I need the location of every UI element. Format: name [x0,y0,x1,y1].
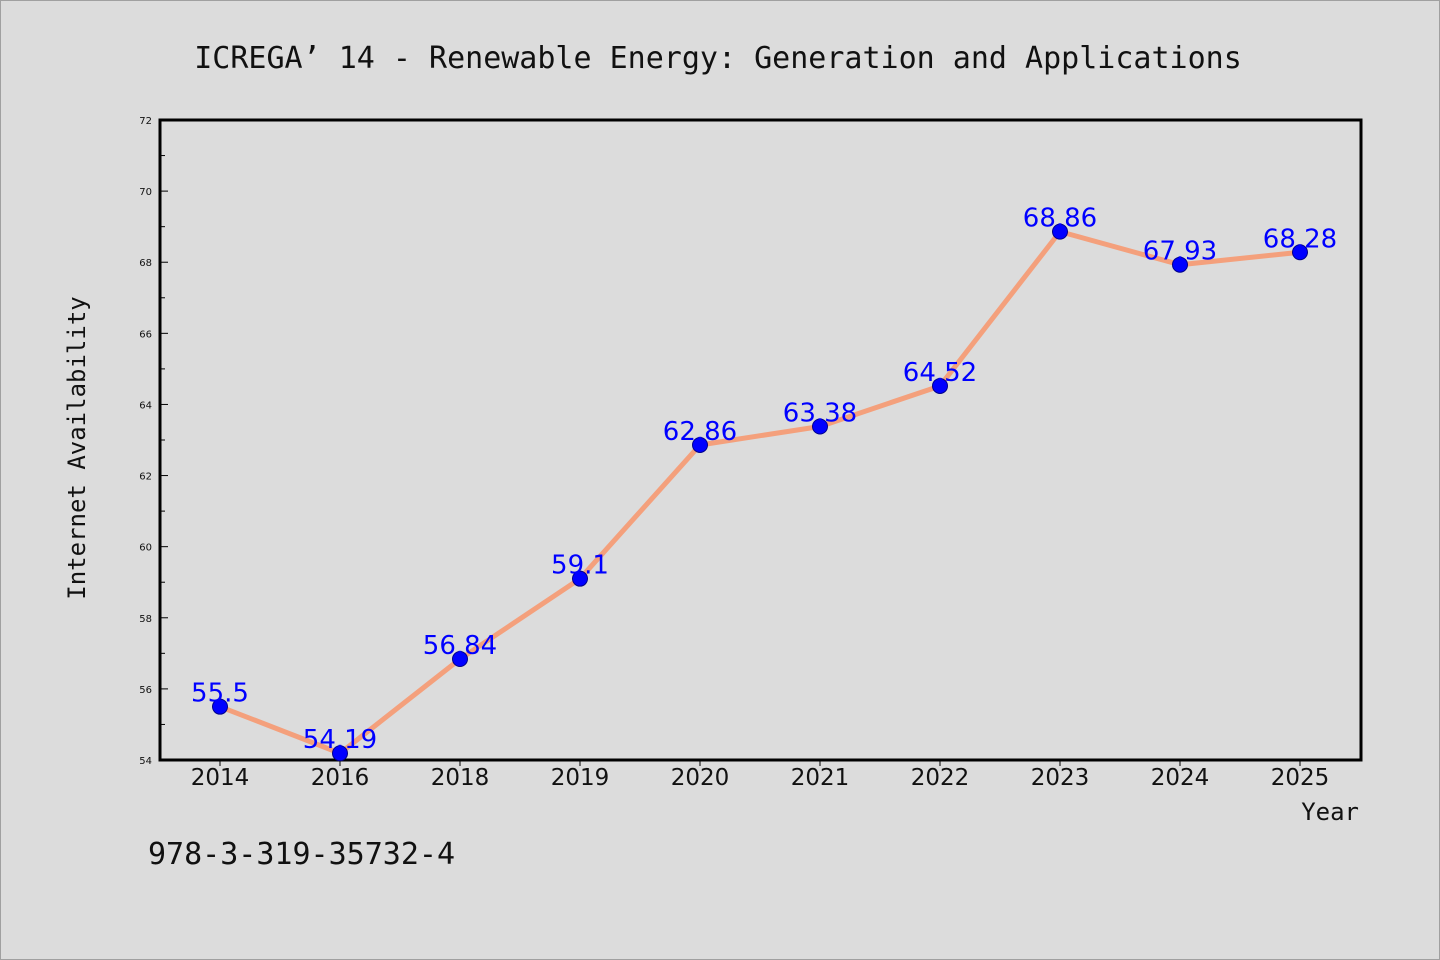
data-point [572,570,588,587]
series-polyline [217,229,1303,756]
data-point [212,698,228,715]
y-tick-label: 60 [139,543,152,554]
y-tick-label: 66 [139,329,152,340]
isbn-caption: 978-3-319-35732-4 [148,837,455,872]
y-tick-label: 72 [139,116,152,127]
data-label: 56.84 [423,631,497,661]
data-label: 62.86 [663,417,737,447]
data-point [1172,256,1188,273]
y-axis-label: Internet Availability [63,296,91,599]
data-label: 68.86 [1023,204,1097,234]
x-tick-label: 2025 [1271,765,1330,791]
data-label: 54.19 [303,725,377,755]
data-label: 63.38 [783,398,857,428]
x-tick-label: 2021 [791,765,850,791]
x-tick-label: 2024 [1151,765,1210,791]
data-label: 55.5 [191,679,249,709]
x-tick-label: 2020 [671,765,730,791]
y-tick-label: 56 [139,685,152,696]
data-label: 67.93 [1143,237,1217,267]
x-tick-label: 2016 [311,765,370,791]
series-points [212,223,1308,762]
data-point [812,418,828,435]
y-tick-label: 68 [139,258,152,269]
data-point [932,377,948,394]
y-tick-label: 58 [139,614,152,625]
x-tick-label: 2023 [1031,765,1090,791]
x-axis-label: Year [1301,798,1359,826]
series-line [217,229,1303,756]
data-point [1052,223,1068,240]
y-tick-label: 54 [139,756,152,767]
y-axis: 54 56 58 60 62 64 66 68 70 72 [139,116,168,767]
data-point [692,436,708,453]
y-tick-label: 64 [139,400,152,411]
x-tick-label: 2019 [551,765,610,791]
data-labels: 55.5 54.19 56.84 59.1 62.86 63.38 64.52 68.86 67… [191,204,1337,756]
y-tick-label: 70 [139,187,152,198]
data-point [452,651,468,668]
x-tick-label: 2014 [191,765,250,791]
data-label: 68.28 [1263,224,1337,254]
chart-title: ICREGA’ 14 - Renewable Energy: Generatio… [194,41,1242,76]
data-label: 64.52 [903,358,977,388]
plot-area-frame [158,118,1363,762]
data-point [332,745,348,762]
x-tick-label: 2022 [911,765,970,791]
y-tick-label: 62 [139,472,152,483]
data-label: 59.1 [551,551,609,581]
x-axis: 2014 2016 2018 2019 2020 2021 2022 2023 2024 2025 [191,760,1330,791]
x-tick-label: 2018 [431,765,490,791]
data-point [1292,244,1308,261]
